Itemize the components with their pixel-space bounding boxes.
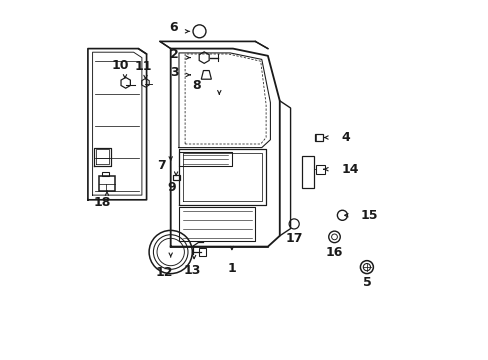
Text: 11: 11	[134, 60, 151, 73]
Text: 10: 10	[111, 59, 129, 72]
Text: 17: 17	[285, 232, 302, 245]
Bar	[199, 248, 205, 256]
Text: 18: 18	[93, 196, 111, 209]
Text: 6: 6	[169, 21, 178, 34]
Text: 14: 14	[341, 163, 359, 176]
Bar	[314, 134, 323, 141]
Text: 9: 9	[167, 181, 176, 194]
Bar	[102, 172, 108, 176]
Bar	[173, 175, 179, 180]
Text: 12: 12	[156, 266, 173, 279]
Text: 7: 7	[157, 159, 166, 172]
Text: 5: 5	[362, 276, 370, 289]
Text: 2: 2	[170, 48, 179, 61]
Text: 8: 8	[192, 79, 201, 92]
Bar	[99, 176, 115, 191]
Bar	[302, 156, 313, 188]
Text: 4: 4	[341, 131, 350, 144]
Text: 1: 1	[227, 262, 236, 275]
Text: 3: 3	[170, 66, 179, 79]
Text: 13: 13	[183, 264, 201, 276]
Text: 16: 16	[325, 246, 343, 258]
Text: 15: 15	[360, 209, 377, 222]
